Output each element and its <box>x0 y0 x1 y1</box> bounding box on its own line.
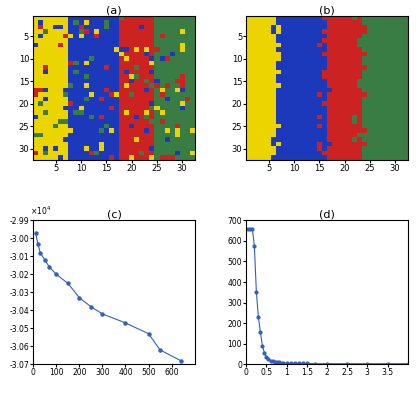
Title: (a): (a) <box>106 5 122 15</box>
Title: (b): (b) <box>319 5 335 15</box>
Title: (c): (c) <box>106 209 121 219</box>
Title: (d): (d) <box>319 209 335 219</box>
Text: $\times10^4$: $\times10^4$ <box>30 205 51 217</box>
